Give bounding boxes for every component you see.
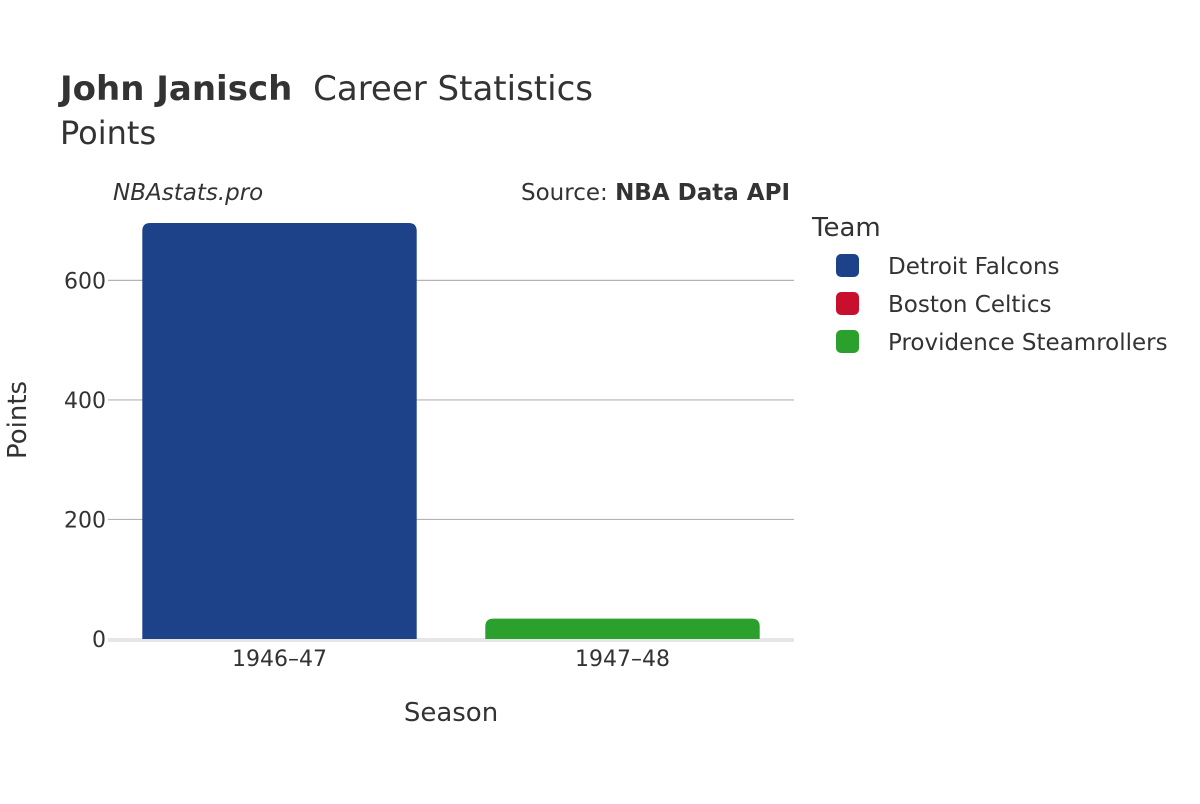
chart-title-player: John Janisch — [58, 69, 292, 109]
legend-item[interactable]: Providence Steamrollers — [836, 330, 1168, 356]
chart-title-rest: Career Statistics — [313, 69, 593, 109]
y-tick-label: 400 — [64, 389, 106, 414]
legend-swatch — [836, 254, 859, 277]
x-tick-label: 1947–48 — [575, 647, 670, 672]
legend: Detroit Falcons Boston Celtics Providence … — [836, 254, 1168, 356]
source-name: NBA Data API — [615, 180, 790, 206]
legend-label: Providence Steamrollers — [888, 330, 1168, 356]
legend-swatch — [836, 292, 859, 315]
y-axis-title: Points — [3, 381, 33, 459]
bar[interactable] — [142, 223, 417, 639]
source-prefix: Source: — [521, 180, 615, 206]
legend-item[interactable]: Boston Celtics — [836, 292, 1051, 318]
legend-label: Detroit Falcons — [888, 254, 1060, 280]
bar[interactable] — [485, 618, 760, 639]
source-label: Source: NBA Data API — [521, 180, 790, 206]
y-tick-label: 0 — [92, 628, 106, 653]
legend-item[interactable]: Detroit Falcons — [836, 254, 1060, 280]
chart-title: John Janisch Career Statistics — [58, 69, 593, 109]
x-tick-label: 1946–47 — [232, 647, 327, 672]
y-tick-label: 600 — [64, 269, 106, 294]
y-tick-label: 200 — [64, 508, 106, 533]
bars-layer — [142, 223, 760, 639]
x-axis-title: Season — [404, 698, 498, 728]
watermark-label: NBAstats.pro — [113, 180, 263, 206]
chart-subtitle: Points — [60, 114, 156, 152]
axis-layer: 0 200 400 600 1946–47 1947–48 — [64, 269, 670, 672]
legend-label: Boston Celtics — [888, 292, 1051, 318]
legend-title: Team — [811, 213, 881, 243]
legend-swatch — [836, 330, 859, 353]
